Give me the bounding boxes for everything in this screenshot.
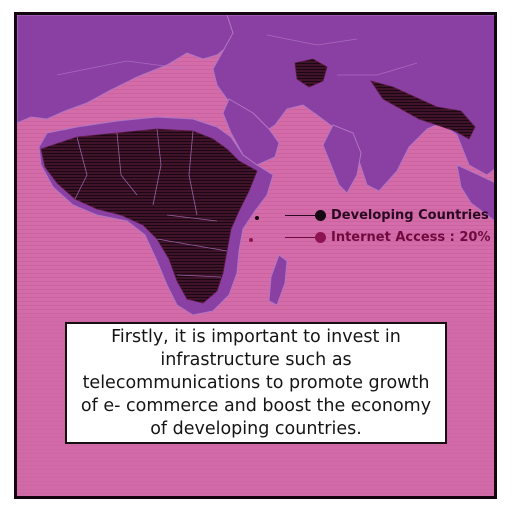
- legend-line-developing: [285, 215, 315, 216]
- legend-dot-internet: [315, 232, 326, 243]
- southeast-asia-landmass: [456, 164, 494, 222]
- india-landmass: [322, 124, 362, 194]
- arabia-landmass: [222, 98, 280, 166]
- legend-developing-countries: Developing Countries: [285, 208, 489, 223]
- country-borders: [56, 34, 418, 278]
- madagascar-landmass: [268, 254, 288, 306]
- developing-region-africa: [40, 128, 258, 304]
- legend-label-developing: Developing Countries: [331, 208, 489, 223]
- legend-anchor-net: [249, 238, 253, 242]
- caption-text: Firstly, it is important to invest in in…: [80, 326, 432, 439]
- comic-panel-frame: Developing Countries Internet Access : 2…: [14, 12, 497, 499]
- legend-dot-developing: [315, 210, 326, 221]
- legend-label-internet: Internet Access : 20%: [331, 230, 491, 245]
- legend-anchor-dev: [255, 216, 259, 220]
- caption-box: Firstly, it is important to invest in in…: [65, 322, 447, 444]
- developing-region-afghanistan: [294, 58, 328, 88]
- legend-internet-access: Internet Access : 20%: [285, 230, 490, 245]
- developing-region-southeast-asia: [370, 80, 476, 140]
- legend-line-internet: [285, 237, 315, 238]
